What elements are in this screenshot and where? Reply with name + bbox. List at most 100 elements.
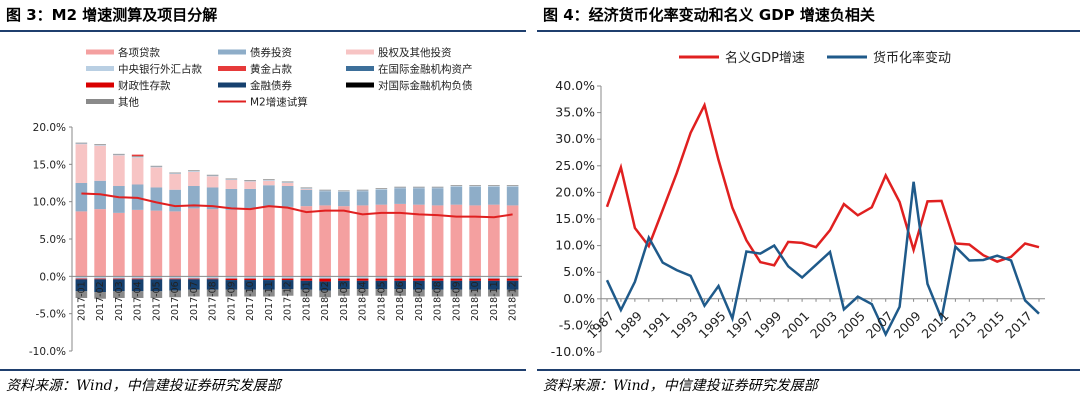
bar-segment (113, 153, 125, 155)
bar-segment (375, 204, 388, 277)
legend-label: 名义GDP增速 (725, 50, 805, 66)
bar-segment (94, 279, 106, 293)
bar-segment (413, 187, 425, 189)
bar-segment (225, 188, 238, 210)
bar-segment (300, 280, 313, 290)
bar-segment (300, 187, 313, 189)
left-bottom-rule (0, 369, 526, 371)
legend-item-1: 货币化率变动 (827, 50, 951, 66)
bar-segment (131, 276, 144, 279)
x-tick-label: 2005 (835, 308, 868, 341)
x-tick-label: 2017-10 (245, 281, 256, 321)
bar-segment (281, 183, 294, 186)
bar-segment (113, 276, 125, 279)
bar-segment (188, 171, 200, 186)
y-tick-label: 40.0% (555, 78, 595, 93)
bar-segment (206, 176, 219, 188)
bar-segment (244, 289, 256, 297)
bar-segment (431, 186, 444, 188)
bar-segment (94, 144, 106, 146)
bar-segment (431, 280, 444, 290)
bar-segment (113, 212, 125, 277)
bar-segment (469, 280, 481, 290)
right-source-note: 资料来源：Wind，中信建投证券研究发展部 (543, 378, 818, 394)
bar-segment (188, 171, 200, 172)
bar-segment (413, 276, 425, 279)
bar-segment (356, 276, 369, 279)
bar-segment (431, 188, 444, 206)
bar-segment (263, 179, 275, 181)
y-tick-label: -5.0% (559, 317, 595, 332)
bar-segment (206, 279, 219, 290)
x-tick-label: 2011 (918, 308, 951, 341)
bar-segment (319, 191, 331, 206)
x-tick-label: 2017-03 (114, 281, 125, 321)
bar-segment (375, 276, 388, 279)
bar-segment (319, 278, 331, 282)
bar-segment (319, 189, 331, 191)
x-tick-label: 2018-10 (470, 281, 481, 321)
bar-segment (131, 209, 144, 277)
x-tick-label: 1995 (696, 308, 729, 341)
bar-segment (338, 191, 350, 207)
bar-segment (263, 206, 275, 277)
bar-segment (394, 186, 406, 188)
legend-swatch (86, 66, 114, 71)
bar-segment (206, 289, 219, 297)
gdp-monetization-line-chart: 名义GDP增速 货币化率变动 -10.0% -5.0% 0.0% 5.0% 10.0% 15.… (551, 50, 1045, 359)
bar-segment (281, 206, 294, 277)
bar-segment (469, 276, 481, 279)
bar-segment (75, 291, 88, 298)
bar-segment (206, 187, 219, 210)
bar-segment (431, 278, 444, 281)
bar-segment (244, 180, 256, 181)
x-tick-label: 2017-08 (208, 281, 219, 321)
bar-segment (469, 185, 481, 187)
bar-segment (75, 143, 88, 145)
bar-segment (113, 279, 125, 292)
bar-segment (150, 279, 163, 292)
x-tick-label: 2018-05 (376, 281, 387, 321)
right-figure-title: 图 4：经济货币化率变动和名义 GDP 增速负相关 (543, 6, 875, 24)
bar-segment (281, 276, 294, 279)
bar-segment (450, 280, 463, 290)
bar-segment (469, 185, 481, 186)
bar-segment (169, 172, 181, 174)
bar-segment (94, 144, 106, 145)
bar-segment (131, 291, 144, 298)
y-tick-label: 35.0% (555, 105, 595, 120)
x-tick-label: 2017-11 (264, 281, 275, 321)
bar-segment (206, 209, 219, 277)
bar-segment (413, 188, 425, 205)
bar-segment (263, 280, 275, 290)
bar-segment (169, 189, 181, 212)
bar-segment (469, 186, 481, 206)
x-tick-label: 2018-09 (451, 281, 462, 321)
bar-segment (300, 189, 313, 207)
legend-item-0: 名义GDP增速 (679, 50, 805, 66)
legend-swatch (218, 66, 246, 71)
legend-label: 股权及其他投资 (378, 46, 452, 59)
bar-segment (356, 205, 369, 277)
bar-segment (375, 289, 388, 296)
legend-item-2: 股权及其他投资 (346, 46, 452, 59)
bar-segment (131, 157, 144, 185)
bar-segment (450, 185, 463, 186)
gdp-growth-line (605, 101, 1040, 267)
bar-segment (225, 280, 238, 290)
bar-segment (506, 205, 519, 277)
bar-segment (113, 291, 125, 298)
bar-segment (169, 279, 181, 291)
legend-item-9: 其他 (86, 96, 139, 109)
bar-segment (150, 278, 163, 280)
bar-segment (469, 289, 481, 297)
bar-segment (469, 278, 481, 281)
bar-segment (488, 278, 500, 281)
bar-segment (300, 206, 313, 277)
bar-segment (188, 279, 200, 290)
bar-segment (150, 187, 163, 211)
right-bottom-rule (537, 369, 1080, 371)
x-tick-label: 2018-01 (301, 281, 312, 321)
bar-segment (394, 289, 406, 296)
bar-segment (225, 278, 238, 281)
